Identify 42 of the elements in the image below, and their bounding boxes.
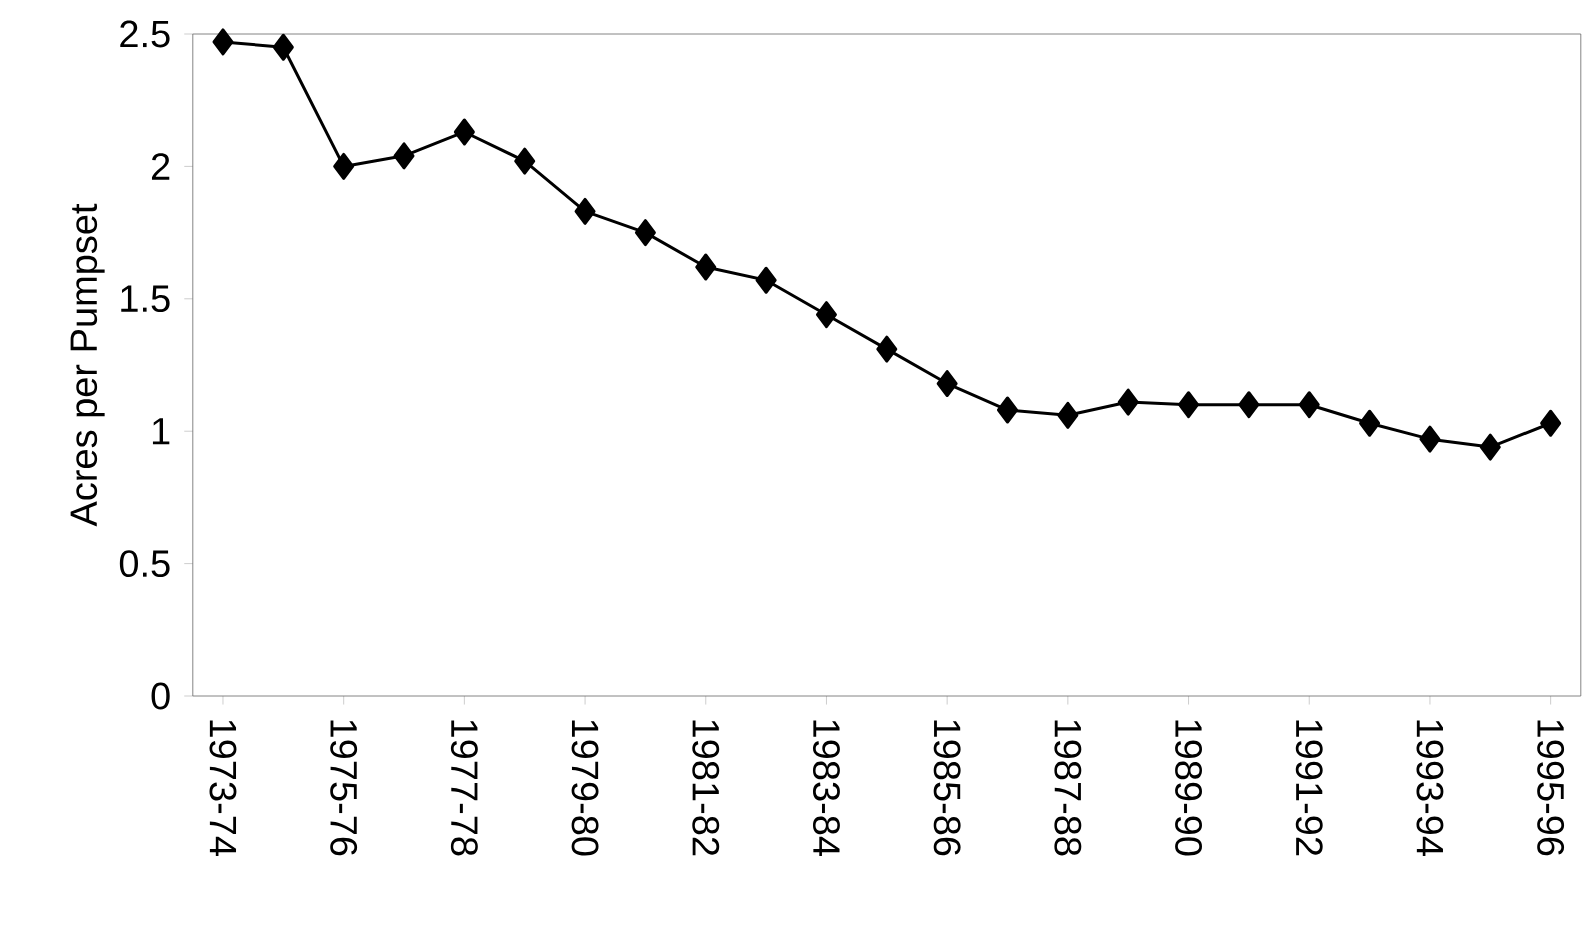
x-tick-label: 1989-90 bbox=[1175, 720, 1202, 856]
x-tick-label: 1981-82 bbox=[692, 720, 720, 856]
point bbox=[514, 147, 536, 175]
x-tick-label: 1979-80 bbox=[571, 720, 599, 856]
point bbox=[1540, 409, 1562, 437]
x-tick-label: 1973-74 bbox=[209, 720, 237, 856]
point bbox=[393, 142, 415, 170]
x-tick-label: 1993-94 bbox=[1416, 720, 1444, 856]
x-tick-label: 1985-86 bbox=[933, 720, 961, 856]
point bbox=[695, 253, 717, 281]
x-tick-label: 1987-88 bbox=[1054, 720, 1082, 856]
point bbox=[574, 197, 596, 225]
point bbox=[1057, 401, 1079, 429]
point bbox=[997, 396, 1019, 424]
point bbox=[1238, 391, 1260, 419]
x-tick-label: 1983-84 bbox=[813, 720, 840, 856]
point bbox=[1479, 433, 1501, 461]
point bbox=[212, 28, 234, 56]
point bbox=[936, 370, 958, 398]
point bbox=[634, 219, 656, 247]
point bbox=[1419, 425, 1441, 453]
y-tick-label: 2 bbox=[151, 153, 170, 180]
point bbox=[1178, 391, 1200, 419]
x-tick-label: 1975-76 bbox=[330, 720, 358, 856]
point bbox=[755, 266, 777, 294]
x-tick-label: 1991-92 bbox=[1295, 720, 1323, 856]
y-axis-title: Acres per Pumpset bbox=[70, 203, 105, 527]
x-tick-label: 1977-78 bbox=[450, 720, 478, 856]
y-tick-label: 0 bbox=[151, 682, 170, 710]
point bbox=[453, 118, 475, 146]
point bbox=[1359, 409, 1381, 437]
y-tick-label: 1.5 bbox=[121, 285, 170, 313]
point bbox=[815, 301, 837, 329]
point bbox=[876, 335, 898, 363]
point bbox=[1117, 388, 1139, 416]
y-tick-label: 1 bbox=[152, 418, 170, 445]
point bbox=[333, 152, 355, 180]
point bbox=[1298, 391, 1320, 419]
y-tick-label: 0.5 bbox=[119, 550, 170, 578]
y-tick-label: 2.5 bbox=[120, 20, 170, 48]
point bbox=[272, 33, 294, 61]
x-tick-label: 1995-96 bbox=[1537, 720, 1565, 856]
